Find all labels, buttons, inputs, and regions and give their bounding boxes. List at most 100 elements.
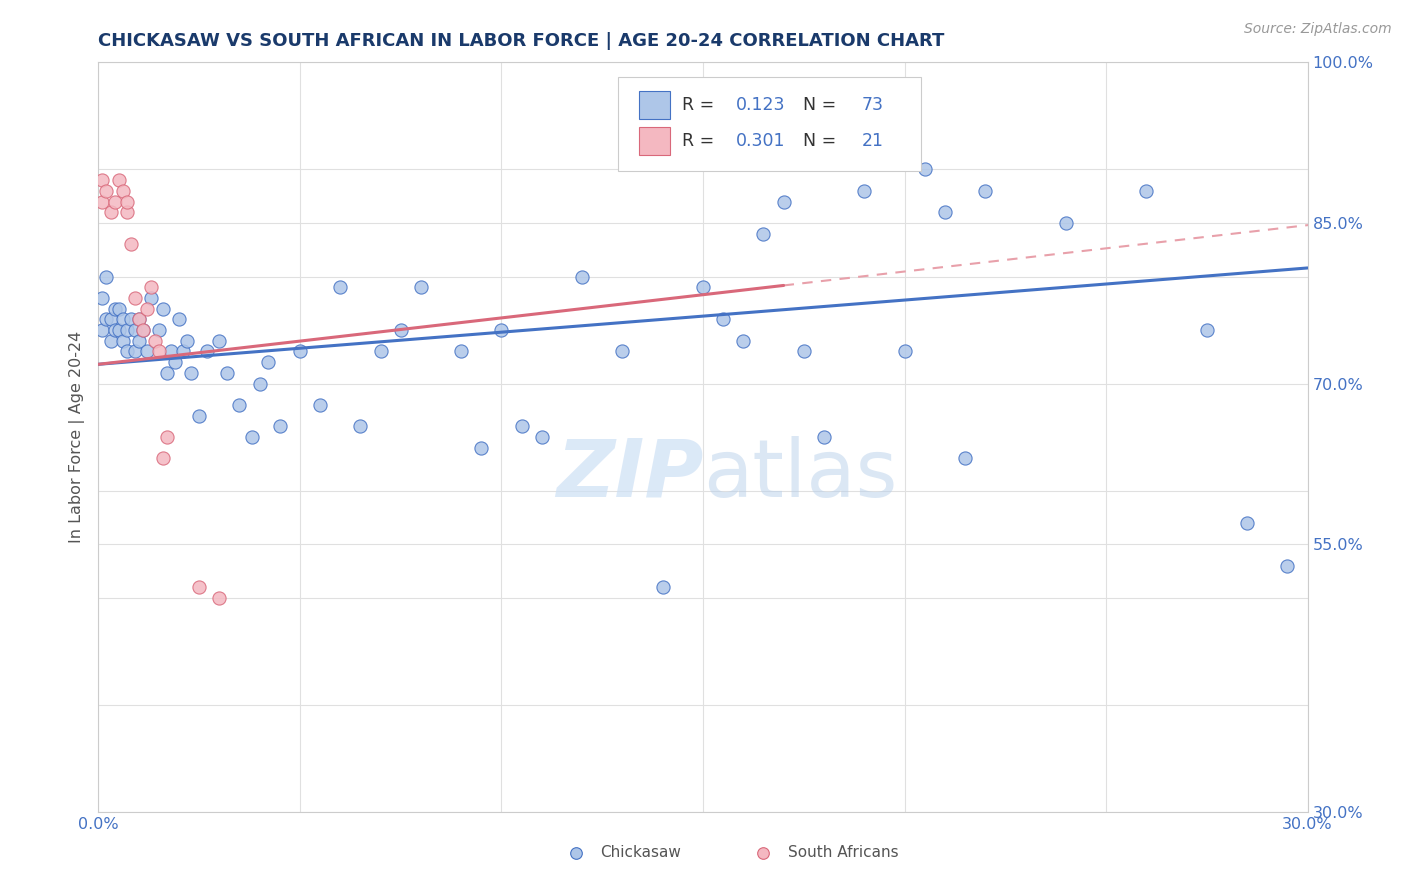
- Point: [389, 323, 412, 337]
- Point: [208, 591, 231, 605]
- Point: [813, 430, 835, 444]
- Point: [103, 301, 125, 316]
- Point: [91, 291, 114, 305]
- Text: 21: 21: [862, 132, 883, 150]
- Point: [156, 366, 179, 380]
- Point: [195, 344, 218, 359]
- Text: 0.123: 0.123: [735, 96, 785, 114]
- Point: [124, 323, 146, 337]
- Point: [148, 344, 170, 359]
- Point: [711, 312, 734, 326]
- Point: [772, 194, 794, 209]
- Bar: [638, 127, 671, 155]
- Point: [152, 301, 174, 316]
- Point: [115, 205, 138, 219]
- Point: [974, 184, 997, 198]
- Point: [143, 334, 166, 348]
- Point: [115, 323, 138, 337]
- Point: [491, 323, 513, 337]
- Point: [176, 334, 198, 348]
- Point: [120, 237, 142, 252]
- Point: [893, 344, 915, 359]
- Point: [180, 366, 202, 380]
- Point: [100, 334, 122, 348]
- Point: [914, 162, 936, 177]
- Point: [111, 184, 134, 198]
- Point: [132, 323, 155, 337]
- Point: [853, 184, 876, 198]
- Point: [450, 344, 472, 359]
- Point: [96, 269, 118, 284]
- Point: [156, 430, 179, 444]
- Bar: [638, 91, 671, 120]
- Point: [160, 344, 183, 359]
- Point: [934, 205, 956, 219]
- Point: [91, 194, 114, 209]
- Point: [470, 441, 492, 455]
- Point: [793, 344, 815, 359]
- Point: [103, 194, 125, 209]
- Point: [111, 334, 134, 348]
- Point: [329, 280, 352, 294]
- Point: [510, 419, 533, 434]
- Point: [100, 312, 122, 326]
- Point: [256, 355, 278, 369]
- Text: N =: N =: [803, 132, 842, 150]
- Point: [692, 280, 714, 294]
- Text: Source: ZipAtlas.com: Source: ZipAtlas.com: [1244, 22, 1392, 37]
- Text: R =: R =: [682, 132, 720, 150]
- Point: [172, 344, 194, 359]
- Point: [91, 173, 114, 187]
- Point: [249, 376, 271, 391]
- Point: [107, 301, 129, 316]
- Point: [139, 291, 162, 305]
- Point: [132, 323, 155, 337]
- Point: [612, 344, 634, 359]
- Point: [111, 312, 134, 326]
- Point: [953, 451, 976, 466]
- Text: R =: R =: [682, 96, 720, 114]
- Point: [651, 580, 673, 594]
- Point: [409, 280, 432, 294]
- Text: 0.301: 0.301: [735, 132, 785, 150]
- Point: [288, 344, 311, 359]
- Point: [208, 334, 231, 348]
- Point: [571, 269, 593, 284]
- Point: [135, 344, 157, 359]
- Point: [188, 409, 211, 423]
- Point: [228, 398, 250, 412]
- Point: [217, 366, 239, 380]
- Point: [1236, 516, 1258, 530]
- Y-axis label: In Labor Force | Age 20-24: In Labor Force | Age 20-24: [69, 331, 84, 543]
- Point: [1054, 216, 1077, 230]
- Text: N =: N =: [803, 96, 842, 114]
- Point: [120, 312, 142, 326]
- Point: [128, 312, 150, 326]
- Point: [188, 580, 211, 594]
- Point: [309, 398, 332, 412]
- Point: [152, 451, 174, 466]
- Point: [91, 323, 114, 337]
- Point: [1135, 184, 1157, 198]
- Point: [148, 323, 170, 337]
- FancyBboxPatch shape: [619, 78, 921, 171]
- Point: [167, 312, 190, 326]
- Point: [124, 291, 146, 305]
- Point: [240, 430, 263, 444]
- Point: [1277, 558, 1299, 573]
- Point: [139, 280, 162, 294]
- Point: [103, 323, 125, 337]
- Point: [124, 344, 146, 359]
- Point: [96, 312, 118, 326]
- Point: [115, 194, 138, 209]
- Point: [107, 173, 129, 187]
- Point: [135, 301, 157, 316]
- Point: [370, 344, 392, 359]
- Point: [100, 205, 122, 219]
- Text: CHICKASAW VS SOUTH AFRICAN IN LABOR FORCE | AGE 20-24 CORRELATION CHART: CHICKASAW VS SOUTH AFRICAN IN LABOR FORC…: [98, 32, 945, 50]
- Point: [1195, 323, 1218, 337]
- Text: Chickasaw: Chickasaw: [600, 846, 681, 861]
- Text: ZIP: ZIP: [555, 435, 703, 514]
- Text: 73: 73: [862, 96, 883, 114]
- Point: [752, 227, 775, 241]
